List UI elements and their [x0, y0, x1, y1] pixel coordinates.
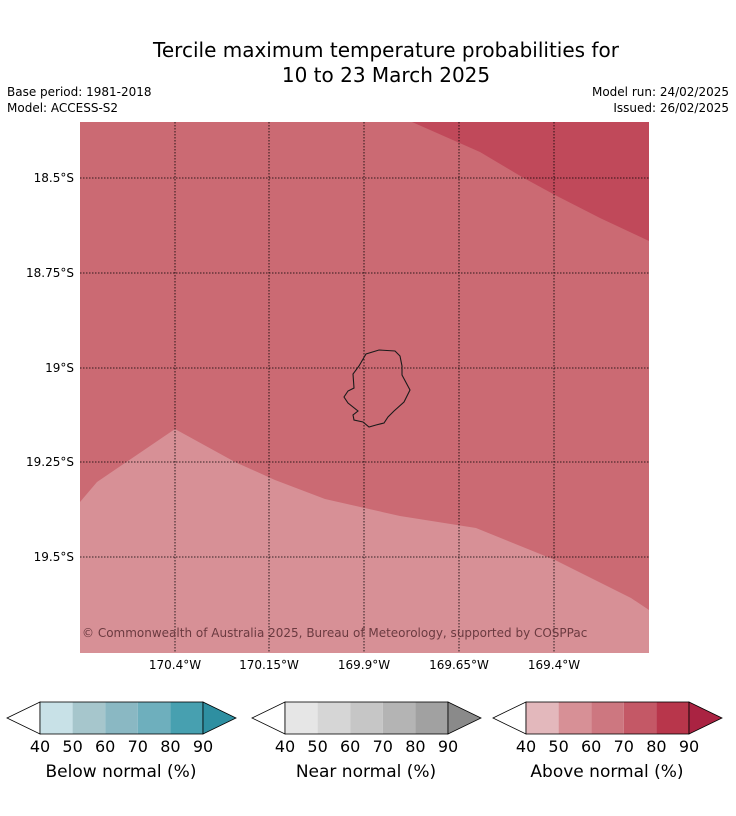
near-normal-colorbar-segment	[317, 702, 351, 734]
lon-label-2: 170.15°W	[239, 658, 299, 672]
near-normal-colorbar-segment	[382, 702, 416, 734]
base-period-text: Base period: 1981-2018	[7, 85, 152, 99]
meta-right: Model run: 24/02/2025 Issued: 26/02/2025	[592, 84, 729, 116]
near-normal-tick-label: 60	[340, 737, 361, 756]
below-normal-colorbar-segment	[170, 702, 203, 734]
below-normal-colorbar-segment	[137, 702, 171, 734]
colorbars	[6, 701, 723, 735]
near-normal-tick-label: 50	[307, 737, 328, 756]
above-normal-colorbar-segment	[623, 702, 657, 734]
below-normal-tick-label: 70	[127, 737, 148, 756]
below-normal-tick-label: 60	[95, 737, 116, 756]
near-normal-colorbar-segment	[285, 702, 318, 734]
copyright-notice: © Commonwealth of Australia 2025, Bureau…	[82, 626, 588, 640]
model-text: Model: ACCESS-S2	[7, 101, 119, 115]
below-normal-colorbar-left-arrow	[6, 701, 41, 735]
below-normal-colorbar-segment	[72, 702, 106, 734]
near-normal-title: Near normal (%)	[295, 762, 437, 782]
above-normal-tick-label: 70	[613, 737, 634, 756]
below-normal-colorbar-right-arrow	[202, 701, 237, 735]
below-normal-colorbar-segment	[105, 702, 138, 734]
chart-title: Tercile maximum temperature probabilitie…	[0, 38, 736, 88]
niue-island-coastline	[343, 349, 411, 428]
above-normal-colorbar-segment	[656, 702, 689, 734]
below-normal-tick-label: 50	[62, 737, 83, 756]
title-line-1: Tercile maximum temperature probabilitie…	[153, 38, 619, 62]
zone-above-70-80	[412, 122, 649, 241]
below-normal-colorbar-segment	[40, 702, 73, 734]
above-normal-tick-label: 80	[646, 737, 667, 756]
above-normal-colorbar-segment	[591, 702, 624, 734]
lat-label-5: 19.5°S	[33, 550, 74, 564]
lon-label-5: 169.4°W	[527, 658, 581, 672]
near-normal-tick-label: 70	[372, 737, 393, 756]
lon-label-1: 170.4°W	[148, 658, 202, 672]
near-normal-colorbar-segment	[350, 702, 383, 734]
below-normal-tick-label: 90	[192, 737, 214, 756]
lat-label-3: 19°S	[45, 361, 74, 375]
meta-left: Base period: 1981-2018 Model: ACCESS-S2	[7, 84, 152, 116]
near-normal-tick-label: 40	[274, 737, 296, 756]
above-normal-colorbar-segment	[526, 702, 559, 734]
lat-label-2: 18.75°S	[26, 266, 74, 280]
issued-text: Issued: 26/02/2025	[613, 101, 729, 115]
model-run-text: Model run: 24/02/2025	[591, 85, 729, 99]
lat-label-4: 19.25°S	[26, 455, 74, 469]
near-normal-colorbar-left-arrow	[251, 701, 286, 735]
near-normal-tick-label: 90	[437, 737, 459, 756]
title-line-2: 10 to 23 March 2025	[281, 63, 491, 87]
near-normal-colorbar-segment	[415, 702, 448, 734]
lon-label-4: 169.65°W	[429, 658, 489, 672]
above-normal-colorbar-segment	[558, 702, 592, 734]
above-normal-tick-label: 90	[678, 737, 700, 756]
above-normal-colorbar-left-arrow	[492, 701, 527, 735]
lat-label-1: 18.5°S	[33, 171, 74, 185]
below-normal-tick-label: 40	[29, 737, 51, 756]
grid-lines	[80, 122, 649, 653]
lon-label-3: 169.9°W	[337, 658, 391, 672]
above-normal-tick-label: 60	[581, 737, 602, 756]
above-normal-title: Above normal (%)	[530, 762, 684, 782]
above-normal-tick-label: 50	[548, 737, 569, 756]
above-normal-tick-label: 40	[515, 737, 537, 756]
near-normal-tick-label: 80	[405, 737, 426, 756]
near-normal-colorbar-right-arrow	[447, 701, 482, 735]
above-normal-colorbar-right-arrow	[688, 701, 723, 735]
below-normal-title: Below normal (%)	[45, 762, 197, 782]
below-normal-tick-label: 80	[160, 737, 181, 756]
zone-above-50-60	[80, 429, 649, 653]
